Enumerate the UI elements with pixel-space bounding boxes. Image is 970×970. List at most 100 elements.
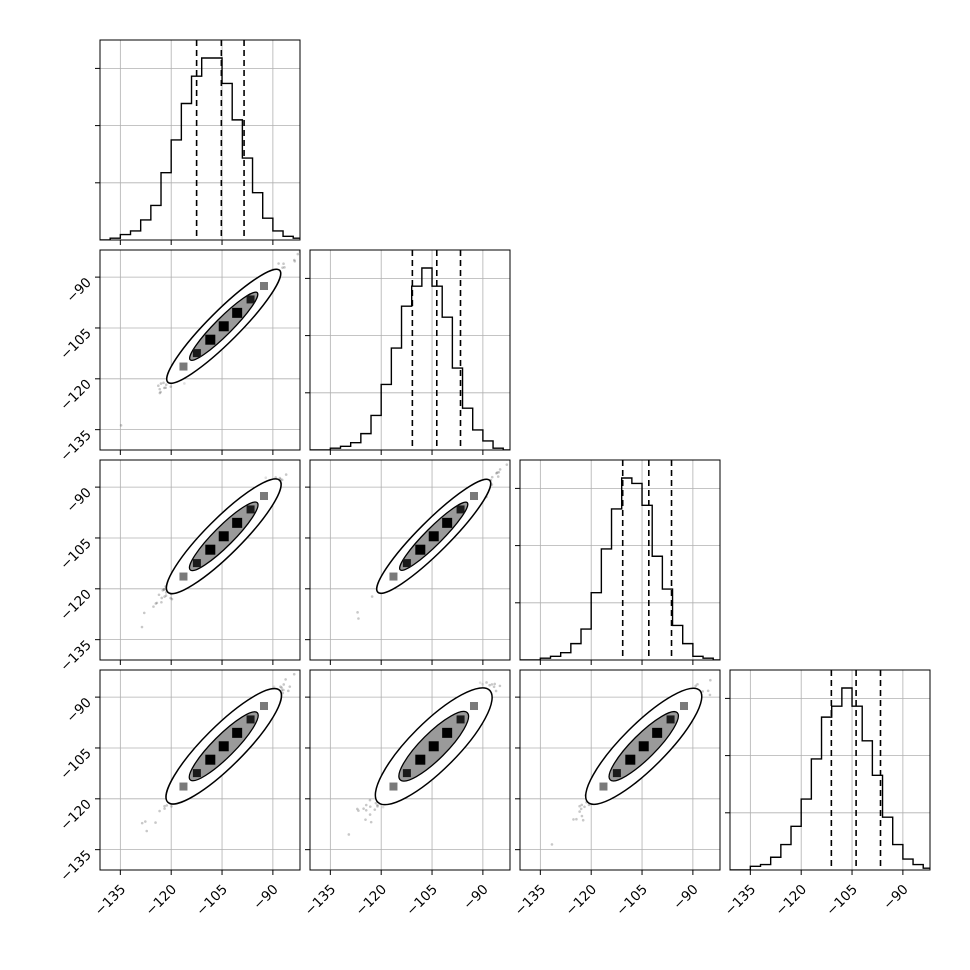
scatter-point: [165, 804, 169, 807]
scatter-point: [160, 596, 164, 600]
scatter-point: [364, 803, 368, 807]
density-cell: [218, 321, 229, 332]
density-cell: [259, 702, 268, 711]
scatter-point: [368, 798, 372, 802]
density-cell: [179, 362, 188, 371]
scatter-point: [694, 684, 697, 688]
density-cell: [442, 727, 453, 738]
scatter-point: [162, 381, 165, 385]
scatter-point: [498, 468, 502, 471]
scatter-point: [277, 262, 280, 265]
scatter-panel-3-0: −135 −120 −105 −90 −135 −120 −105 −90: [57, 669, 301, 920]
scatter-point: [183, 382, 186, 385]
y-tick-label: −105: [57, 535, 95, 573]
scatter-point: [164, 594, 168, 597]
scatter-point: [157, 593, 161, 597]
scatter-point: [292, 258, 296, 262]
scatter-point: [578, 810, 581, 813]
panel-content: [310, 250, 510, 450]
scatter-point: [164, 386, 167, 389]
scatter-point: [583, 805, 586, 809]
scatter-point: [356, 611, 359, 614]
scatter-point: [280, 478, 284, 482]
scatter-point: [158, 387, 162, 391]
x-tick-label: −90: [880, 882, 911, 913]
panel-content: [730, 670, 930, 870]
density-cell: [246, 715, 255, 724]
x-tick-label: −105: [613, 882, 651, 920]
density-cell: [232, 307, 243, 318]
density-cell: [402, 769, 411, 778]
density-cell: [442, 517, 453, 528]
x-tick-label: −105: [193, 882, 231, 920]
scatter-point: [701, 690, 704, 693]
scatter-point: [494, 689, 498, 693]
density-cell: [259, 492, 268, 501]
scatter-point: [493, 682, 497, 686]
y-tick-label: −120: [57, 586, 95, 624]
scatter-point: [154, 602, 158, 605]
x-tick-label: −105: [403, 882, 441, 920]
panel-frame: [519, 669, 721, 871]
scatter-point: [163, 804, 166, 808]
scatter-point: [286, 689, 290, 693]
x-tick-label: −135: [302, 882, 340, 920]
scatter-point: [152, 605, 155, 608]
y-tick-label: −105: [57, 325, 95, 363]
scatter-point: [282, 683, 286, 686]
panel-content: [356, 460, 509, 620]
scatter-point: [368, 813, 372, 816]
scatter-point: [163, 386, 166, 390]
density-cell: [259, 282, 268, 291]
scatter-point: [278, 476, 282, 480]
panel-frame: [99, 39, 301, 241]
panel-content: [119, 250, 300, 427]
scatter-point: [497, 470, 501, 474]
scatter-point: [364, 809, 368, 812]
scatter-point: [381, 805, 385, 809]
scatter-point: [362, 807, 365, 810]
x-tick-label: −90: [460, 882, 491, 913]
scatter-point: [281, 691, 285, 695]
density-cell: [428, 531, 439, 542]
density-cell: [246, 295, 255, 304]
density-cell: [652, 727, 663, 738]
x-tick-label: −120: [562, 882, 600, 920]
x-tick-label: −135: [722, 882, 760, 920]
scatter-point: [284, 678, 287, 681]
scatter-point: [144, 820, 147, 823]
density-cell: [428, 741, 439, 752]
panel-frame: [309, 669, 511, 871]
scatter-point: [162, 588, 166, 591]
scatter-point: [292, 672, 296, 676]
panel-content: [347, 681, 502, 836]
x-tick-label: −120: [772, 882, 810, 920]
density-cell: [192, 559, 201, 568]
scatter-point: [170, 805, 173, 808]
scatter-point: [706, 689, 710, 693]
scatter-point: [376, 805, 379, 808]
scatter-point: [282, 262, 285, 266]
scatter-point: [580, 814, 584, 818]
scatter-point: [272, 685, 276, 688]
scatter-point: [142, 611, 146, 615]
scatter-point: [347, 833, 351, 836]
density-cell: [246, 505, 255, 514]
y-tick-label: −135: [57, 427, 95, 465]
density-cell: [205, 544, 216, 555]
x-tick-label: −120: [142, 882, 180, 920]
x-tick-label: −135: [512, 882, 550, 920]
histogram-panel-1: [305, 249, 511, 455]
scatter-point: [495, 471, 499, 474]
x-tick-label: −120: [352, 882, 390, 920]
scatter-point: [169, 385, 173, 388]
density-cell: [402, 559, 411, 568]
scatter-point: [368, 805, 372, 808]
scatter-point: [145, 829, 149, 833]
scatter-point: [488, 683, 491, 687]
scatter-point: [119, 424, 123, 427]
scatter-point: [357, 617, 360, 620]
scatter-panel-3-2: −135 −120 −105 −90: [512, 669, 721, 920]
scatter-point: [288, 685, 292, 688]
